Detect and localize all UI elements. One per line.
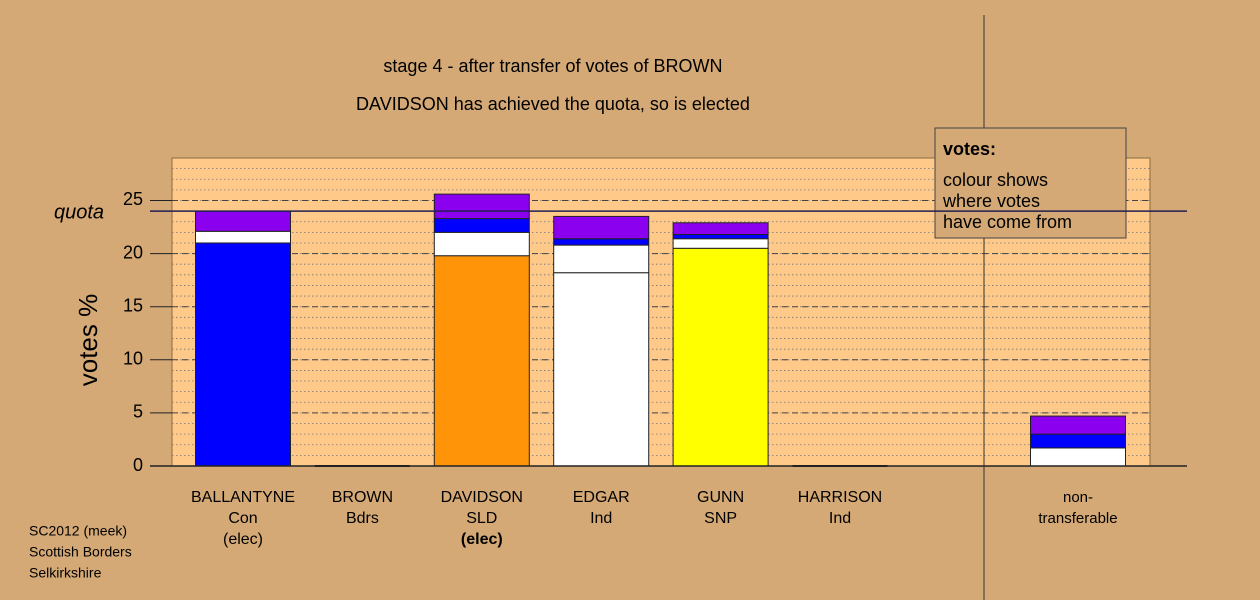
quota-label: quota — [54, 201, 104, 223]
bar-segment — [1030, 415, 1126, 435]
bar-segment — [553, 244, 650, 274]
footer-line: Scottish Borders — [29, 544, 132, 560]
footer-line: Selkirkshire — [29, 565, 102, 581]
bar-segment — [433, 255, 530, 467]
x-tick-label: Ind — [590, 510, 612, 527]
y-axis-label: votes % — [73, 294, 103, 387]
x-tick-label: BALLANTYNE — [191, 489, 295, 506]
bar-segment — [433, 193, 530, 220]
x-tick-label: SLD — [466, 510, 497, 527]
x-tick-label: (elec) — [461, 531, 503, 548]
bar-segment — [433, 218, 530, 233]
bar-segment — [553, 215, 650, 240]
bar-segment — [672, 222, 769, 235]
legend-line: have come from — [943, 212, 1072, 232]
bar-segment — [553, 272, 650, 467]
chart-title: stage 4 - after transfer of votes of BRO… — [383, 56, 722, 76]
bar-segment — [672, 238, 769, 249]
x-tick-label: transferable — [1038, 510, 1117, 527]
x-tick-label: Bdrs — [346, 510, 379, 527]
x-tick-label: SNP — [704, 510, 737, 527]
bar-segment — [672, 233, 769, 240]
bar-segment — [195, 242, 291, 467]
y-tick-label: 10 — [123, 349, 143, 369]
x-tick-label: (elec) — [223, 531, 263, 548]
y-tick-label: 15 — [123, 295, 143, 315]
x-tick-label: HARRISON — [798, 489, 882, 506]
legend-box — [934, 127, 1127, 239]
bar-segment — [433, 231, 530, 257]
x-tick-label: non- — [1063, 489, 1093, 506]
bar-segment — [195, 210, 291, 232]
legend-line: where votes — [942, 191, 1040, 211]
y-tick-label: 25 — [123, 189, 143, 209]
x-tick-label: Con — [228, 510, 257, 527]
bar-segment — [1030, 433, 1126, 449]
legend-line: colour shows — [943, 170, 1048, 190]
y-tick-label: 0 — [133, 455, 143, 475]
x-tick-label: EDGAR — [573, 489, 630, 506]
legend-title: votes: — [943, 139, 996, 159]
bar-segment — [553, 238, 650, 246]
bar-segment — [195, 230, 291, 244]
footer-line: SC2012 (meek) — [29, 523, 127, 539]
bar-segment — [1030, 447, 1126, 467]
x-tick-label: BROWN — [332, 489, 393, 506]
legend: votes: colour shows where votes have com… — [934, 127, 1127, 239]
y-tick-label: 5 — [133, 402, 143, 422]
chart-subtitle: DAVIDSON has achieved the quota, so is e… — [356, 94, 750, 114]
x-tick-label: Ind — [829, 510, 851, 527]
bar-segment — [672, 247, 769, 467]
x-tick-label: DAVIDSON — [441, 489, 523, 506]
y-tick-label: 20 — [123, 242, 143, 262]
x-tick-label: GUNN — [697, 489, 744, 506]
